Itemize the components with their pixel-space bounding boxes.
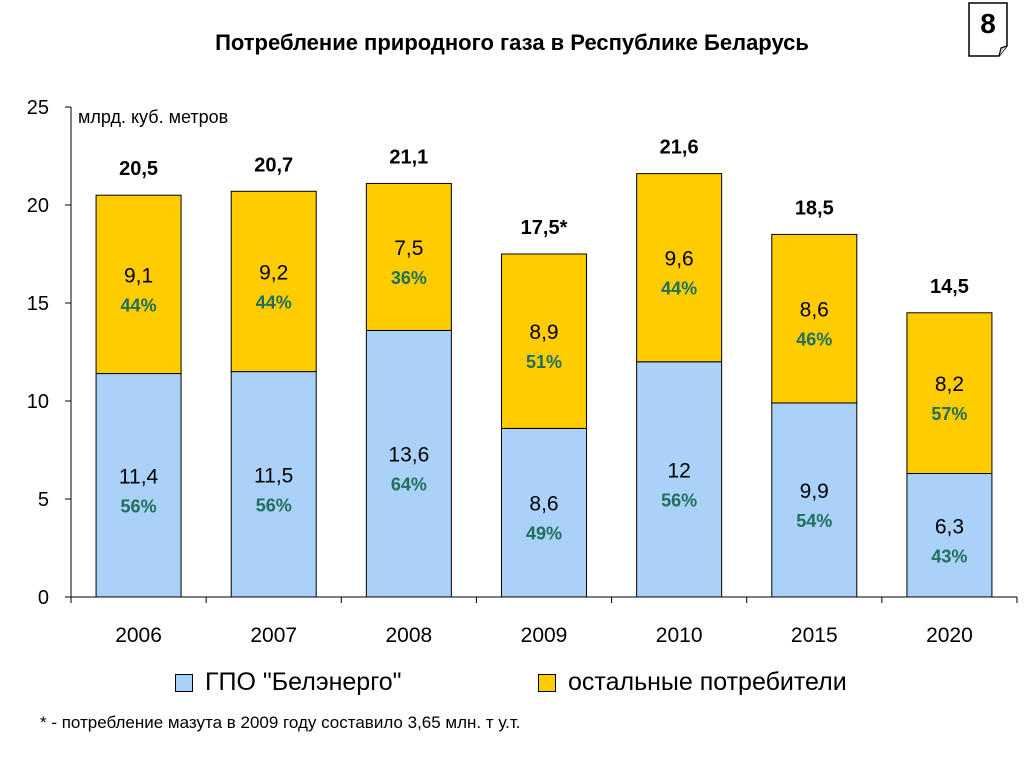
value-label-belenergo: 12 <box>667 459 690 482</box>
total-label: 17,5* <box>521 217 568 239</box>
value-label-belenergo: 11,5 <box>254 464 293 487</box>
percent-label-other-consumers: 57% <box>931 404 967 424</box>
legend-label-belenergo: ГПО "Белэнерго" <box>205 668 402 696</box>
x-tick-label: 2006 <box>115 624 162 647</box>
value-label-other-consumers: 9,2 <box>259 261 288 284</box>
percent-label-belenergo: 64% <box>391 475 427 495</box>
value-label-belenergo: 6,3 <box>935 515 964 538</box>
percent-label-belenergo: 56% <box>661 490 697 510</box>
percent-label-other-consumers: 44% <box>121 295 157 315</box>
value-label-other-consumers: 9,6 <box>665 248 694 271</box>
value-label-belenergo: 11,4 <box>119 465 159 488</box>
y-unit-label: млрд. куб. метров <box>78 107 228 127</box>
percent-label-belenergo: 56% <box>256 495 292 515</box>
bar-other-consumers <box>501 253 587 429</box>
value-label-other-consumers: 9,1 <box>124 264 153 287</box>
value-label-belenergo: 8,6 <box>529 493 558 516</box>
bar-other-consumers <box>95 194 182 375</box>
value-label-other-consumers: 8,2 <box>935 373 964 396</box>
percent-label-belenergo: 56% <box>121 496 157 516</box>
legend-label-other-consumers: остальные потребители <box>568 668 847 696</box>
total-label: 21,6 <box>660 137 699 159</box>
bar-belenergo <box>636 361 723 598</box>
bar-belenergo <box>906 473 993 598</box>
bar-belenergo <box>95 373 182 598</box>
y-tick-label: 0 <box>38 587 49 609</box>
bar-other-consumers <box>906 312 993 475</box>
value-label-other-consumers: 8,6 <box>800 299 829 322</box>
x-tick-label: 2010 <box>656 624 703 647</box>
bar-belenergo <box>771 402 858 598</box>
legend-item-other-consumers: остальные потребители <box>538 668 847 697</box>
y-tick-label: 10 <box>27 391 49 413</box>
total-label: 20,7 <box>254 154 293 176</box>
bar-belenergo <box>501 427 587 598</box>
bar-other-consumers <box>230 190 317 373</box>
percent-label-belenergo: 54% <box>796 511 832 531</box>
percent-label-other-consumers: 46% <box>796 330 832 350</box>
footnote: * - потребление мазута в 2009 году соста… <box>40 713 521 732</box>
percent-label-other-consumers: 44% <box>256 292 292 312</box>
bar-other-consumers <box>771 233 858 404</box>
y-tick-label: 15 <box>27 293 49 315</box>
page-number: 8 <box>980 8 996 39</box>
bar-belenergo <box>230 371 317 598</box>
value-label-belenergo: 13,6 <box>388 444 429 467</box>
y-tick-label: 20 <box>27 195 49 217</box>
page-corner-icon <box>968 2 1008 57</box>
x-tick-label: 2007 <box>250 624 297 647</box>
total-label: 21,1 <box>389 146 428 168</box>
value-label-belenergo: 9,9 <box>800 480 829 503</box>
percent-label-other-consumers: 44% <box>661 279 697 299</box>
value-label-other-consumers: 8,9 <box>529 321 558 344</box>
percent-label-other-consumers: 51% <box>526 352 562 372</box>
total-label: 20,5 <box>119 158 158 180</box>
bar-other-consumers <box>365 182 452 331</box>
y-tick-label: 25 <box>27 97 49 119</box>
value-label-other-consumers: 7,5 <box>394 237 423 260</box>
total-label: 18,5 <box>795 197 834 219</box>
legend-swatch-belenergo <box>175 673 193 692</box>
total-label: 14,5 <box>930 276 969 298</box>
page-number-badge: 8 <box>968 2 1016 58</box>
x-tick-label: 2015 <box>791 624 838 647</box>
x-tick-label: 2009 <box>521 624 568 647</box>
x-tick-label: 2020 <box>926 624 973 647</box>
bar-other-consumers <box>636 173 723 363</box>
chart-title: Потребление природного газа в Республике… <box>215 30 809 55</box>
legend-swatch-other-consumers <box>538 673 556 692</box>
y-tick-label: 5 <box>38 489 49 511</box>
x-tick-label: 2008 <box>385 624 432 647</box>
legend: ГПО "Белэнерго" остальные потребители <box>0 668 1024 702</box>
legend-item-belenergo: ГПО "Белэнерго" <box>175 668 402 697</box>
percent-label-belenergo: 49% <box>526 524 562 544</box>
stacked-bar-chart: 0 5 10 15 20 25 млрд. куб. метров 11,4 56% 9,1 44%… <box>27 97 1018 647</box>
percent-label-other-consumers: 36% <box>391 268 427 288</box>
percent-label-belenergo: 43% <box>931 546 967 566</box>
